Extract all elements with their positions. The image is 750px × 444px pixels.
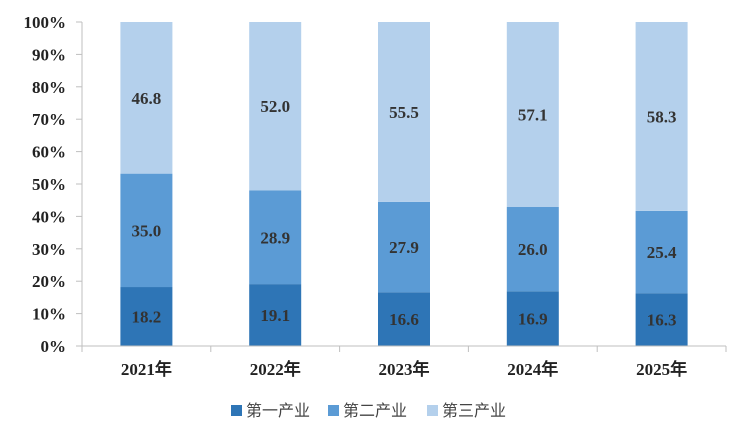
y-tick-label: 60% <box>32 143 66 162</box>
bar-segment <box>378 201 430 293</box>
bar-segment <box>120 22 173 174</box>
legend-swatch <box>427 405 438 416</box>
bar-segment <box>120 287 173 346</box>
bar-segment <box>506 22 559 208</box>
data-label: 16.9 <box>518 310 548 329</box>
x-tick-label: 2024年 <box>507 359 558 379</box>
y-tick-label: 100% <box>24 13 67 32</box>
x-tick-label: 2022年 <box>250 359 301 379</box>
legend-swatch <box>328 405 339 416</box>
x-tick-label: 2023年 <box>379 359 430 379</box>
bar-stack: 16.3 25.4 58.3 <box>635 22 688 346</box>
legend-item: 第一产业 <box>231 401 310 420</box>
y-tick-label: 90% <box>32 45 66 64</box>
data-label: 25.4 <box>647 243 677 262</box>
y-tick-label: 50% <box>32 175 66 194</box>
bar-stack: 18.2 35.0 46.8 <box>120 22 173 346</box>
data-label: 16.3 <box>647 311 677 330</box>
y-tick-label: 30% <box>32 240 66 259</box>
data-label: 19.1 <box>260 306 290 325</box>
bar-segment <box>506 291 559 346</box>
data-label: 58.3 <box>647 107 677 126</box>
y-tick-label: 80% <box>32 78 66 97</box>
bar-stack: 16.9 26.0 57.1 <box>506 22 559 346</box>
bar-segment <box>378 292 430 346</box>
bar-segment <box>635 22 688 211</box>
x-tick-label: 2025年 <box>636 359 687 379</box>
y-tick-label: 70% <box>32 110 66 129</box>
data-label: 16.6 <box>389 310 419 329</box>
x-axis: 2021年 2022年 2023年 2024年 2025年 <box>81 345 727 379</box>
bar-segment <box>120 173 173 288</box>
data-label: 27.9 <box>389 238 419 257</box>
data-label: 26.0 <box>518 240 548 259</box>
bar-stack: 19.1 28.9 52.0 <box>249 22 302 346</box>
data-label: 28.9 <box>260 228 290 247</box>
legend-swatch <box>231 405 242 416</box>
bar-stack: 16.6 27.9 55.5 <box>378 22 430 346</box>
bar-segment <box>249 22 302 191</box>
data-label: 57.1 <box>518 106 548 125</box>
data-label: 46.8 <box>132 89 162 108</box>
y-tick-label: 20% <box>32 272 66 291</box>
y-tick-label: 40% <box>32 207 66 226</box>
legend-label: 第三产业 <box>442 401 506 420</box>
bar-segment <box>635 293 688 346</box>
data-label: 18.2 <box>132 308 162 327</box>
y-tick-label: 10% <box>32 305 66 324</box>
y-axis: 0% 10% 20% 30% 40% 50% 60% 70% 80% 90% 100% <box>24 13 83 356</box>
legend-label: 第一产业 <box>246 401 310 420</box>
data-label: 52.0 <box>260 97 290 116</box>
legend-item: 第二产业 <box>328 401 407 420</box>
data-label: 55.5 <box>389 103 419 122</box>
bar-segment <box>249 284 302 346</box>
bar-segment <box>249 190 302 285</box>
bar-segment <box>635 210 688 294</box>
bar-segment <box>378 22 430 202</box>
x-tick-label: 2021年 <box>121 359 172 379</box>
y-tick-label: 0% <box>41 337 67 356</box>
legend: 第一产业 第二产业 第三产业 <box>231 401 506 420</box>
legend-label: 第二产业 <box>343 401 407 420</box>
data-label: 35.0 <box>132 221 162 240</box>
legend-item: 第三产业 <box>427 401 506 420</box>
bar-segment <box>506 207 559 292</box>
bar-area: 18.2 35.0 46.8 19.1 28.9 52.0 16.6 27.9 55.5 16.9… <box>120 22 688 346</box>
